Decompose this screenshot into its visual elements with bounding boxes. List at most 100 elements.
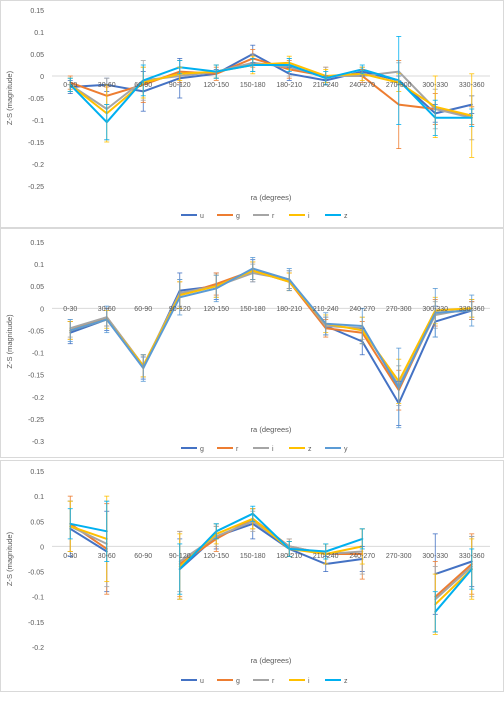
category-label: 180-210 — [276, 82, 302, 89]
series-line-z — [69, 64, 473, 124]
category-label: 150-180 — [240, 553, 266, 560]
category-label: 90-120 — [169, 306, 191, 313]
category-label: 180-210 — [276, 306, 302, 313]
error-bar-z — [359, 64, 365, 75]
error-bar-y — [396, 347, 402, 429]
category-label: 120-150 — [203, 553, 229, 560]
error-bar-z — [67, 77, 73, 92]
error-bar-y — [323, 312, 329, 336]
legend-label: g — [236, 213, 240, 220]
error-bar-y — [250, 257, 256, 280]
legend-label: u — [200, 678, 204, 685]
error-bar-y — [286, 268, 292, 292]
y-tick-label: 0.15 — [30, 469, 44, 476]
category-label: 30-60 — [98, 306, 116, 313]
y-tick-label: -0.05 — [28, 96, 44, 103]
chart-1: 0.15 0.1 0.05 0 -0.05 -0.1 -0.15 -0.2 -0.25 Z-S (… — [0, 0, 504, 228]
legend-label: z — [344, 678, 348, 685]
legend-label: z — [344, 213, 348, 220]
error-bar-y — [213, 274, 219, 303]
y-tick-label: -0.2 — [32, 395, 44, 402]
chart-panel-border — [0, 228, 504, 458]
legend-label: g — [236, 678, 240, 685]
legend-item-r: r — [217, 446, 239, 453]
x-axis-label: ra (degrees) — [251, 425, 292, 434]
category-label: 180-210 — [276, 553, 302, 560]
legend-item-g: g — [181, 446, 204, 453]
chart-panel-border — [0, 460, 504, 692]
y-axis-label: Z-S (magnitude) — [5, 70, 14, 125]
legend-label: i — [272, 446, 274, 453]
error-bar-y — [432, 288, 438, 338]
error-bar-z — [432, 99, 438, 136]
legend-item-r: r — [253, 678, 275, 685]
category-label: 0-30 — [63, 306, 77, 313]
legend-label: i — [308, 678, 310, 685]
legend-item-y: y — [325, 446, 348, 453]
category-label: 300-330 — [422, 553, 448, 560]
category-label: 330-360 — [459, 306, 485, 313]
chart-2: 0.15 0.1 0.05 0 -0.05 -0.1 -0.15 -0.2 -0.25 -0.3 Z… — [0, 228, 504, 458]
y-tick-label: 0.05 — [30, 284, 44, 291]
error-bar-z — [67, 508, 73, 540]
error-bar-z — [323, 71, 329, 86]
y-tick-label: -0.25 — [28, 184, 44, 191]
series-line-y — [69, 267, 473, 389]
series-line-z — [69, 269, 473, 383]
category-label: 30-60 — [98, 553, 116, 560]
category-label: 270-300 — [386, 306, 412, 313]
error-bar-z — [286, 541, 292, 557]
category-label: 270-300 — [386, 553, 412, 560]
category-label: 60-90 — [134, 553, 152, 560]
y-tick-label: -0.1 — [32, 118, 44, 125]
category-label: 150-180 — [240, 306, 266, 313]
error-bar-z — [396, 36, 402, 125]
legend-item-g: g — [217, 678, 240, 685]
error-bar-y — [359, 307, 365, 345]
category-label: 270-300 — [386, 82, 412, 89]
error-bar-y — [140, 354, 146, 382]
category-label: 90-120 — [169, 82, 191, 89]
legend-item-z: z — [325, 678, 348, 685]
error-bar-z — [359, 528, 365, 550]
chart-3: 0.15 0.1 0.05 0 -0.05 -0.1 -0.15 -0.2 Z-S (magni… — [0, 460, 504, 692]
legend-label: r — [272, 678, 275, 685]
y-tick-label: -0.05 — [28, 328, 44, 335]
y-tick-label: -0.2 — [32, 162, 44, 169]
category-label: 330-360 — [459, 82, 485, 89]
category-label: 240-270 — [349, 82, 375, 89]
error-bar-z — [250, 58, 256, 72]
legend-label: z — [308, 446, 312, 453]
y-tick-label: 0.1 — [34, 494, 44, 501]
error-bar-z — [469, 108, 475, 127]
legend-item-g: g — [217, 213, 240, 220]
y-tick-label: 0 — [40, 306, 44, 313]
error-bar-y — [67, 318, 73, 342]
legend-item-r: r — [253, 213, 275, 220]
error-bar-z — [104, 104, 110, 141]
error-bar-z — [323, 543, 329, 560]
error-bar-z — [250, 505, 256, 522]
legend-item-z: z — [325, 213, 348, 220]
error-bar-z — [104, 500, 110, 562]
category-label: 30-60 — [98, 82, 116, 89]
error-bar-z — [432, 591, 438, 633]
category-label: 300-330 — [422, 306, 448, 313]
legend-label: y — [344, 446, 348, 453]
error-bar-z — [213, 64, 219, 79]
legend-item-z: z — [289, 446, 312, 453]
error-bar-z — [140, 64, 146, 97]
category-label: 60-90 — [134, 82, 152, 89]
error-bar-z — [177, 60, 183, 75]
y-tick-label: 0.1 — [34, 30, 44, 37]
category-label: 90-120 — [169, 553, 191, 560]
y-tick-label: 0 — [40, 74, 44, 81]
legend-label: u — [200, 213, 204, 220]
category-label: 330-360 — [459, 553, 485, 560]
legend-item-i: i — [289, 213, 310, 220]
error-bar-z — [213, 523, 219, 540]
legend-label: r — [236, 446, 239, 453]
y-tick-label: -0.3 — [32, 439, 44, 446]
y-tick-label: 0.15 — [30, 8, 44, 15]
